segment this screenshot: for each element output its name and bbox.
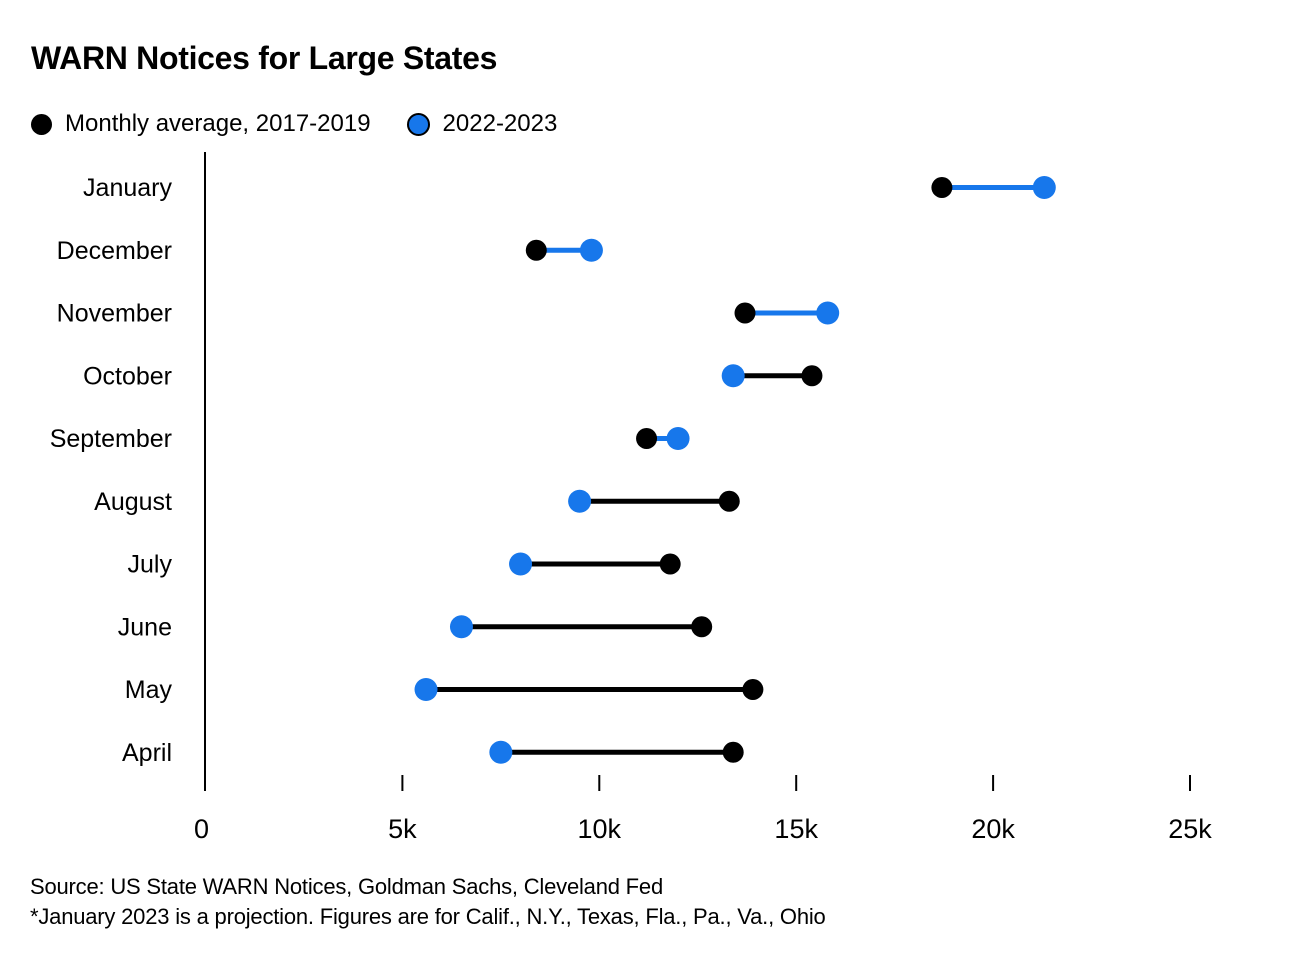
- legend-item-2022-2023: 2022-2023: [406, 110, 558, 138]
- dot-2022-2023: [568, 489, 592, 513]
- dot-2022-2023: [579, 238, 603, 262]
- month-label: December: [57, 237, 172, 265]
- dot-avg-2017-2019: [525, 239, 547, 261]
- month-label: April: [122, 739, 172, 767]
- dot-avg-2017-2019: [734, 302, 756, 324]
- x-tick-label: 10k: [578, 814, 622, 844]
- legend-item-avg-2017-2019: Monthly average, 2017-2019: [31, 110, 371, 138]
- month-label: September: [50, 425, 172, 453]
- x-tick-label: 5k: [388, 814, 417, 844]
- dot-2022-2023: [449, 615, 473, 639]
- source-block: Source: US State WARN Notices, Goldman S…: [30, 872, 826, 932]
- dot-2022-2023: [721, 364, 745, 388]
- x-tick-label: 0: [194, 814, 209, 844]
- month-label: November: [57, 300, 172, 328]
- dumbbell-chart-canvas: 0 5k 10k 15k 20k 25k January December November Oc…: [50, 152, 1212, 844]
- dot-2022-2023: [1032, 176, 1056, 199]
- dot-2022-2023: [666, 427, 690, 450]
- legend-swatch-black-icon: [31, 113, 52, 135]
- dot-2022-2023: [489, 740, 513, 764]
- dot-avg-2017-2019: [718, 490, 740, 512]
- x-tick-label: 20k: [971, 814, 1015, 844]
- month-label: June: [118, 613, 172, 641]
- dot-2022-2023: [816, 301, 840, 325]
- footnote-text: *January 2023 is a projection. Figures a…: [30, 904, 826, 929]
- legend-label-2022-2023: 2022-2023: [442, 110, 558, 137]
- dumbbell-chart: 0 5k 10k 15k 20k 25k January December November Oc…: [0, 150, 1296, 856]
- dot-avg-2017-2019: [691, 616, 713, 638]
- dot-avg-2017-2019: [659, 553, 681, 575]
- month-label: January: [83, 174, 172, 202]
- dot-avg-2017-2019: [636, 428, 658, 449]
- page-title: WARN Notices for Large States: [31, 40, 498, 76]
- dot-2022-2023: [509, 552, 533, 576]
- dot-2022-2023: [414, 678, 438, 701]
- source-text: Source: US State WARN Notices, Goldman S…: [30, 874, 663, 899]
- month-label: August: [94, 488, 172, 516]
- dot-avg-2017-2019: [722, 741, 744, 763]
- month-label: May: [125, 676, 173, 704]
- dot-avg-2017-2019: [801, 365, 823, 387]
- legend-label-avg-2017-2019: Monthly average, 2017-2019: [65, 110, 371, 137]
- legend-swatch-blue-icon: [406, 112, 430, 136]
- x-tick-label: 25k: [1168, 814, 1212, 844]
- dot-avg-2017-2019: [931, 177, 953, 198]
- chart-legend: Monthly average, 2017-2019 2022-2023: [31, 110, 557, 138]
- dot-avg-2017-2019: [742, 679, 764, 700]
- month-label: October: [83, 362, 172, 390]
- x-tick-label: 15k: [774, 814, 818, 844]
- month-label: July: [128, 551, 173, 579]
